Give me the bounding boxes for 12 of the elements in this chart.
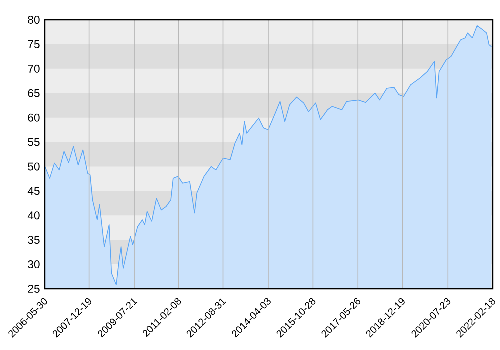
y-tick-label: 25 bbox=[28, 284, 40, 294]
y-tick-label: 40 bbox=[28, 212, 40, 220]
y-tick-label: 80 bbox=[28, 16, 40, 24]
y-tick-label: 70 bbox=[28, 64, 40, 73]
y-tick-label: 55 bbox=[28, 138, 40, 146]
y-tick-label: 35 bbox=[28, 236, 40, 244]
y-tick-label: 75 bbox=[28, 40, 40, 48]
y-tick-label: 60 bbox=[28, 114, 40, 122]
y-tick-label: 50 bbox=[28, 162, 40, 171]
y-tick-label: 45 bbox=[28, 187, 40, 196]
y-tick-label: 65 bbox=[28, 89, 40, 98]
y-tick-label: 30 bbox=[28, 260, 40, 269]
